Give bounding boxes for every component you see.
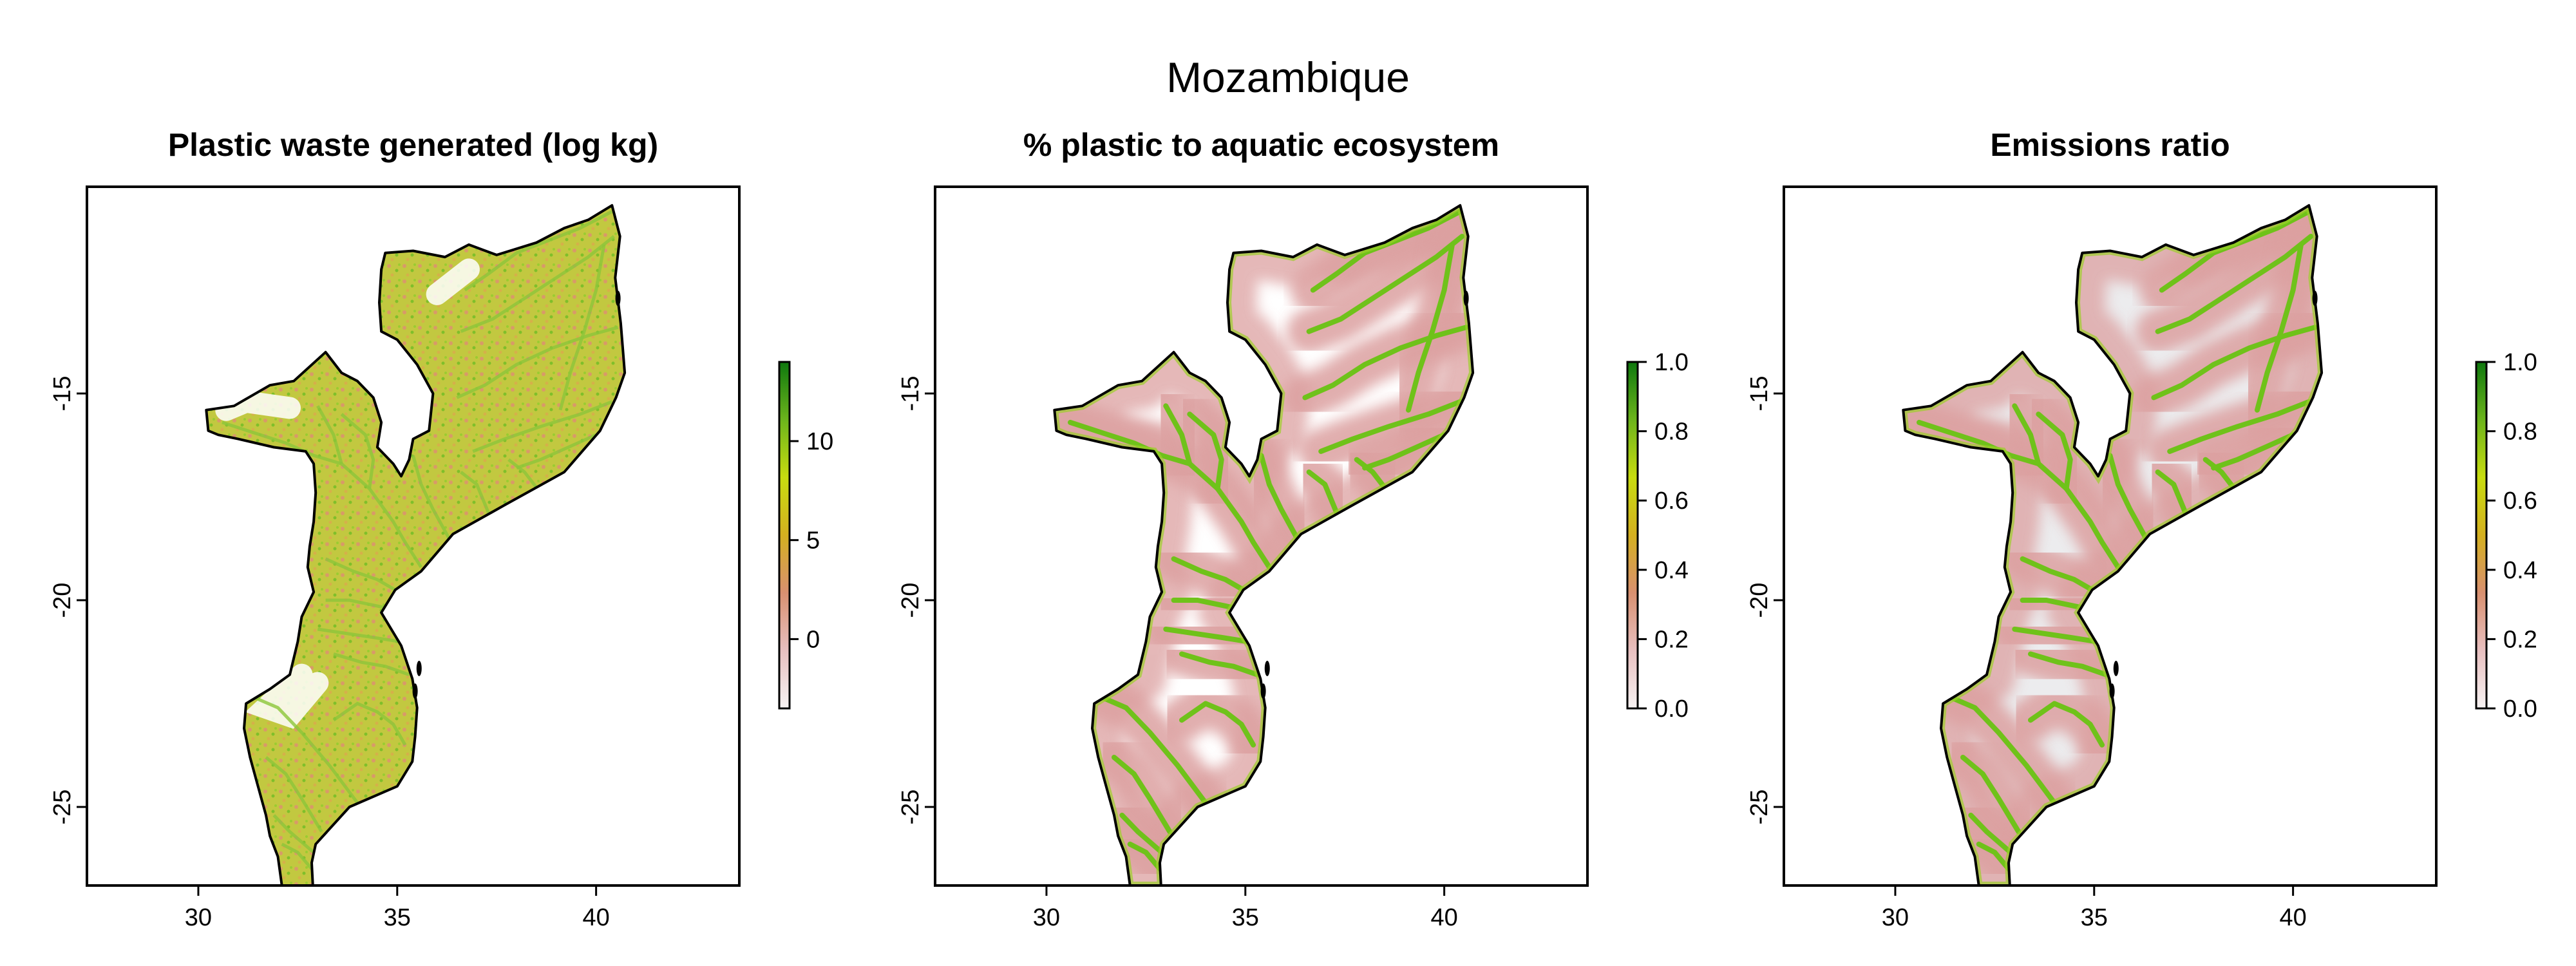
y-tick-label: -20 (1746, 583, 1773, 618)
river-line (1960, 755, 2022, 835)
colorbar-tick-label: 0 (806, 626, 820, 653)
x-tick-label: 30 (185, 904, 212, 931)
river-line (2167, 399, 2312, 454)
plot-frame (1783, 185, 2438, 887)
colorbar-tick-label: 0.8 (2503, 419, 2537, 446)
river-line (2211, 432, 2296, 471)
river-line (2020, 556, 2095, 592)
y-tick-label: -25 (897, 790, 924, 825)
river-line (2255, 242, 2304, 413)
colorbar-tick-label: 0.6 (2503, 488, 2537, 515)
plot-frame (934, 185, 1589, 887)
river-line (1171, 556, 1246, 592)
river-line (2155, 234, 2314, 334)
panel-title: Emissions ratio (1990, 127, 2230, 163)
figure-title: Mozambique (1166, 53, 1410, 101)
colorbar-legend: 1.0 0.8 0.6 0.4 0.2 0.0 (2475, 349, 2537, 723)
colorbar-tick-label: 10 (806, 428, 833, 455)
colorbar (2475, 361, 2488, 710)
x-tick-label: 40 (1430, 904, 1457, 931)
colorbar (1626, 361, 1639, 710)
river-line (1163, 627, 1250, 645)
x-tick-label: 40 (2279, 904, 2306, 931)
islet (2109, 683, 2115, 699)
colorbar-tick-label: 0.8 (1654, 419, 1689, 446)
river-line (1258, 453, 1300, 541)
river-line (1306, 234, 1465, 334)
river-line (2028, 651, 2109, 677)
river-line (1302, 325, 1469, 401)
map-panel-2: % plastic to aquatic ecosystem 30 35 40 -15 -… (897, 127, 1689, 931)
river-line (1127, 841, 1162, 872)
colorbar-tick-label: 5 (806, 527, 820, 554)
colorbar-tick-label: 0.0 (2503, 696, 2537, 723)
y-tick-label: -15 (897, 376, 924, 412)
panel-title: % plastic to aquatic ecosystem (1023, 127, 1499, 163)
river-line (1948, 694, 2057, 806)
river-line (2012, 627, 2099, 645)
river-line (2107, 453, 2149, 541)
river-line (1163, 403, 1193, 467)
colorbar-tick-label: 0.2 (1654, 626, 1689, 653)
plot-frame (86, 185, 741, 887)
colorbar-tick-label: 1.0 (2503, 349, 2537, 376)
panel-title: Plastic waste generated (log kg) (168, 127, 658, 163)
country-outline (205, 204, 627, 887)
colorbar (778, 361, 791, 710)
map-panel-1: Plastic waste generated (log kg) 30 35 40 -1… (49, 127, 833, 931)
colorbar-tick-label: 1.0 (1654, 349, 1689, 376)
colorbar-tick-label: 0.6 (1654, 488, 1689, 515)
river-line (2028, 701, 2105, 748)
y-tick-label: -15 (1746, 376, 1773, 412)
islet (412, 683, 418, 699)
islet (1463, 290, 1469, 307)
colorbar-tick-label: 0.0 (1654, 696, 1689, 723)
colorbar-legend: 10 5 0 (778, 361, 833, 710)
y-tick-label: -25 (49, 790, 76, 825)
y-tick-label: -15 (49, 376, 76, 412)
islet (2312, 290, 2318, 307)
islet (615, 290, 621, 307)
river-line (1179, 651, 1260, 677)
river-line (1099, 694, 1208, 806)
y-tick-label: -20 (49, 583, 76, 618)
river-line (2155, 469, 2188, 516)
map-panel-3: Emissions ratio 30 35 40 -15 -20 -25 1.0 0.8 0.6 0… (1746, 127, 2537, 931)
x-tick-label: 30 (1882, 904, 1909, 931)
islet (2113, 660, 2119, 676)
river-line (1976, 841, 2011, 872)
colorbar-tick-label: 0.2 (2503, 626, 2537, 653)
river-line (1968, 812, 2014, 855)
river-line (1119, 812, 1165, 855)
islet (1260, 683, 1266, 699)
river-line (1187, 412, 1224, 491)
x-tick-label: 35 (384, 904, 411, 931)
river-line (1112, 755, 1173, 835)
river-line (1179, 701, 1256, 748)
x-tick-label: 30 (1033, 904, 1060, 931)
river-line (2020, 598, 2089, 611)
river-line (1306, 469, 1340, 516)
x-tick-label: 35 (1232, 904, 1259, 931)
country-outline (1902, 204, 2324, 887)
river-line (1362, 432, 1447, 471)
river-line (2036, 412, 2073, 491)
y-tick-label: -25 (1746, 790, 1773, 825)
river-line (1406, 242, 1455, 413)
islet (416, 660, 422, 676)
country-outline (1053, 204, 1475, 887)
colorbar-legend: 1.0 0.8 0.6 0.4 0.2 0.0 (1626, 349, 1689, 723)
x-tick-label: 35 (2081, 904, 2108, 931)
river-line (1318, 399, 1463, 454)
river-line (1171, 598, 1240, 611)
y-tick-label: -20 (897, 583, 924, 618)
waste-raster (206, 205, 625, 886)
islet (1264, 660, 1270, 676)
river-line (2012, 403, 2041, 467)
colorbar-tick-label: 0.4 (2503, 557, 2537, 584)
colorbar-tick-label: 0.4 (1654, 557, 1689, 584)
x-tick-label: 40 (582, 904, 609, 931)
river-line (2151, 325, 2318, 401)
